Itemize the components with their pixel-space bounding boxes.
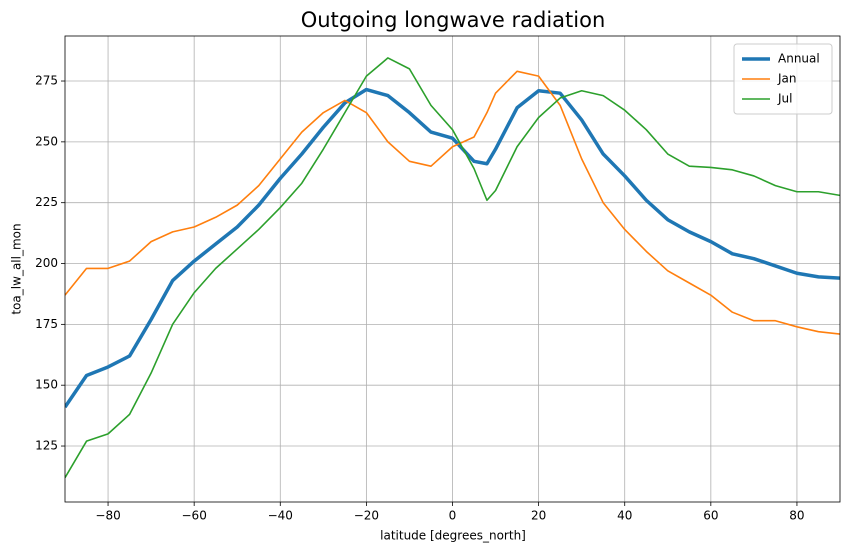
y-axis-label: toa_lw_all_mon [10, 223, 24, 314]
y-tick-label: 150 [35, 378, 58, 392]
legend-label: Annual [778, 52, 820, 66]
x-tick-label: 20 [531, 509, 546, 523]
y-tick-label: 250 [35, 134, 58, 148]
x-axis-label: latitude [degrees_north] [380, 529, 526, 543]
legend-label: Jan [777, 72, 797, 86]
x-tick-label: 0 [449, 509, 457, 523]
y-tick-label: 200 [35, 256, 58, 270]
x-tick-label: −80 [95, 509, 120, 523]
x-tick-label: 80 [789, 509, 804, 523]
y-tick-label: 125 [35, 439, 58, 453]
line-series [65, 70, 840, 335]
legend-box [733, 43, 833, 115]
x-tick-label: 40 [617, 509, 632, 523]
x-tick-label: 60 [703, 509, 718, 523]
y-tick-label: 225 [35, 195, 58, 209]
y-tick-label: 275 [35, 74, 58, 88]
legend-label: Jul [777, 92, 792, 106]
chart-title: Outgoing longwave radiation [301, 8, 606, 32]
y-tick-label: 175 [35, 317, 58, 331]
x-tick-label: −20 [354, 509, 379, 523]
x-tick-label: −40 [268, 509, 293, 523]
x-tick-label: −60 [182, 509, 207, 523]
plot-frame [64, 35, 841, 503]
line-series [65, 57, 840, 479]
